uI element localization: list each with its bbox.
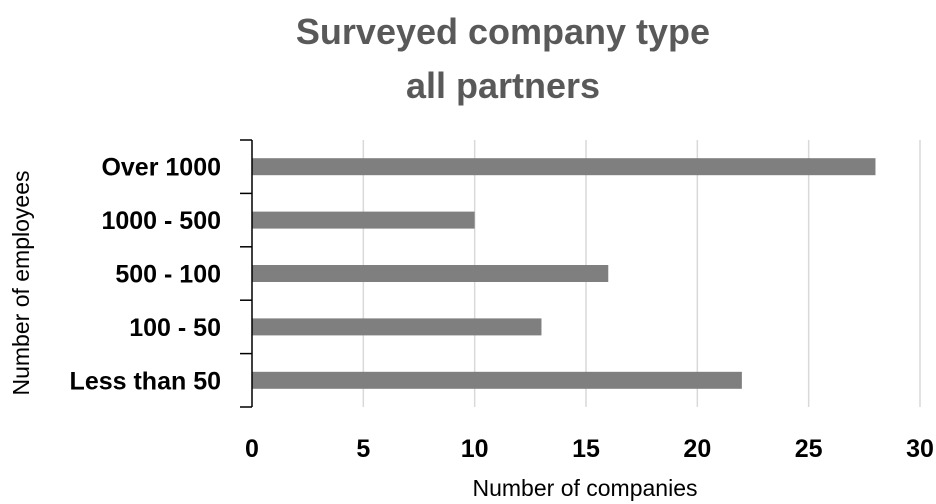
category-label: 1000 - 500	[101, 207, 221, 235]
bar	[252, 318, 542, 336]
category-label: Over 1000	[101, 154, 221, 182]
y-axis	[240, 139, 253, 408]
chart-title-line-1: Surveyed company type	[296, 11, 710, 52]
x-tick-label: 10	[461, 435, 489, 463]
category-label: 500 - 100	[115, 261, 221, 289]
x-tick-label: 20	[683, 435, 711, 463]
x-tick-label: 5	[356, 435, 370, 463]
category-label: 100 - 50	[129, 314, 221, 342]
bar	[252, 158, 876, 176]
chart-title: Surveyed company type all partners	[296, 11, 710, 106]
x-tick-label: 15	[572, 435, 600, 463]
x-tick-labels: 0 5 10 15 20 25 30	[245, 435, 934, 463]
bars	[252, 158, 876, 389]
y-axis-title: Number of employees	[8, 171, 34, 396]
category-label: Less than 50	[70, 367, 221, 395]
x-tick-label: 30	[906, 435, 934, 463]
chart-title-line-2: all partners	[406, 65, 600, 106]
x-axis-title: Number of companies	[473, 475, 698, 501]
x-tick-label: 0	[245, 435, 259, 463]
bar	[252, 265, 609, 282]
x-tick-label: 25	[795, 435, 823, 463]
bar	[252, 211, 475, 229]
category-labels: Over 1000 1000 - 500 500 - 100 100 - 50 Less…	[70, 154, 221, 396]
bar	[252, 371, 742, 389]
